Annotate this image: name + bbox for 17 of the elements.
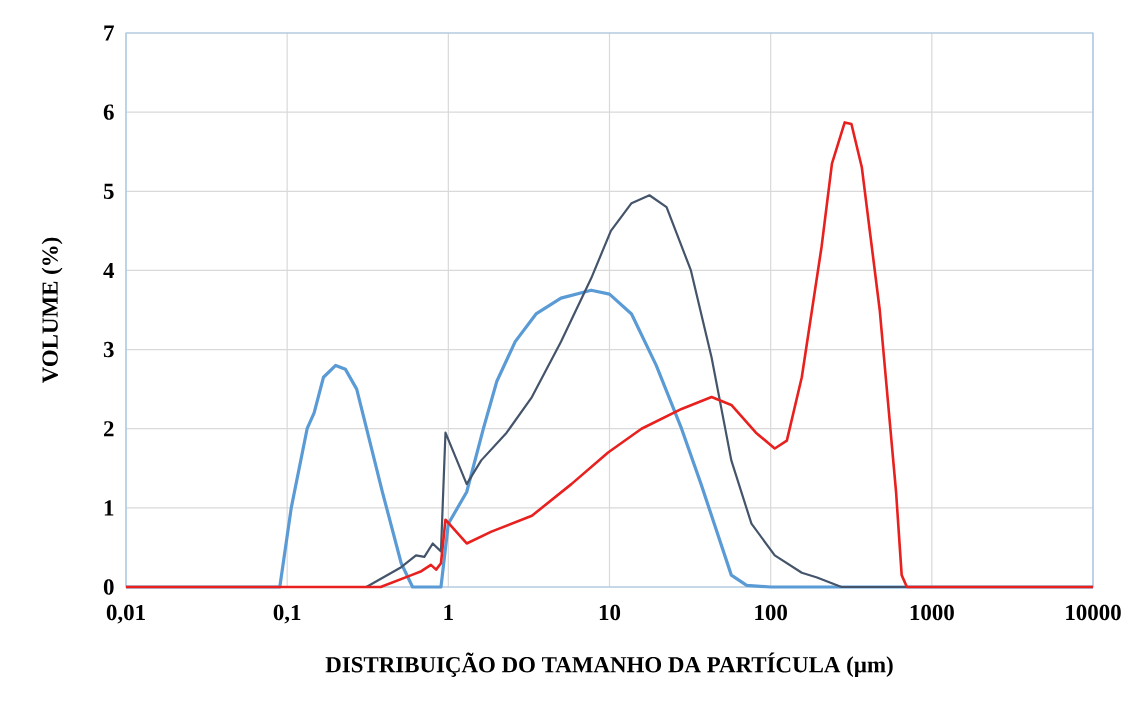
y-tick-label: 5 [103,183,114,199]
y-tick-label: 0 [103,579,114,595]
x-tick-label: 1 [444,604,453,620]
y-tick-label: 7 [104,25,114,41]
y-tick-label: 6 [103,104,114,120]
y-tick-label: 1 [104,500,114,516]
x-tick-label: 1000 [910,604,954,621]
y-tick-label: 2 [103,421,114,437]
x-tick-label: 0,01 [106,604,145,624]
y-tick-label: 3 [103,341,114,358]
x-tick-label: 10000 [1066,604,1121,621]
x-tick-label: 100 [755,604,787,621]
x-axis-title: DISTRIBUIÇÃO DO TAMANHO DA PARTÍCULA (µm) [325,652,893,678]
y-axis-title: VOLUME (%) [41,237,63,384]
x-tick-label: 10 [599,604,621,621]
y-tick-label: 4 [103,262,115,278]
x-tick-label: 0,1 [273,604,301,624]
